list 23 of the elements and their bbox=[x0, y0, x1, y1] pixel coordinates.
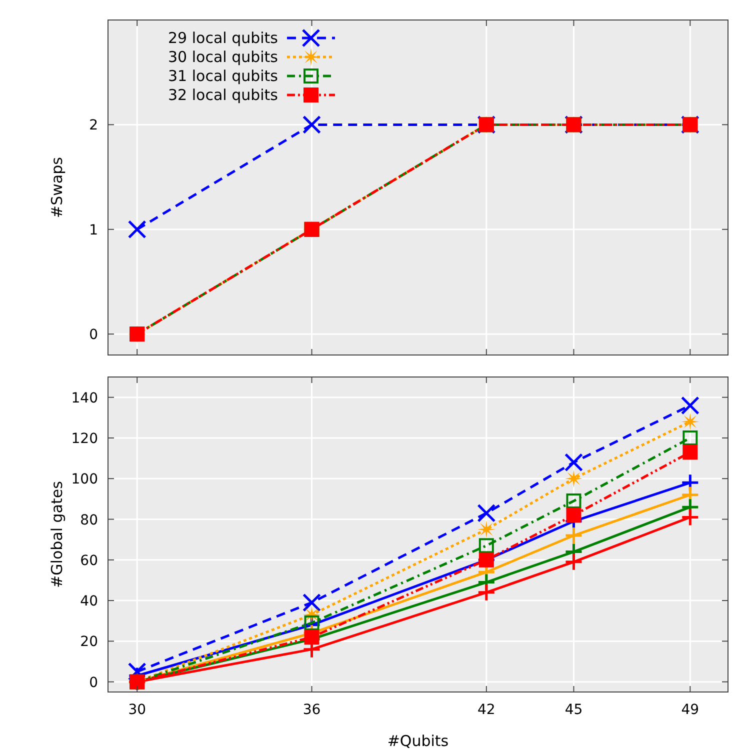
x-tick-label: 42 bbox=[477, 702, 496, 718]
y-tick-label: 40 bbox=[80, 594, 98, 610]
y-tick-label: 1 bbox=[89, 222, 98, 238]
y-axis-title: #Swaps bbox=[48, 156, 66, 218]
x-tick-label: 30 bbox=[128, 702, 146, 718]
x-tick-label: 49 bbox=[681, 702, 700, 718]
y-tick-label: 20 bbox=[80, 634, 98, 650]
legend-label: 29 local qubits bbox=[168, 29, 278, 47]
y-tick-label: 80 bbox=[80, 512, 98, 528]
legend-label: 30 local qubits bbox=[168, 48, 278, 66]
y-tick-label: 0 bbox=[89, 327, 98, 344]
y-tick-label: 100 bbox=[71, 472, 98, 488]
y-tick-label: 0 bbox=[89, 674, 98, 691]
y-axis-title: #Global gates bbox=[48, 480, 66, 588]
legend-label: 32 local qubits bbox=[168, 86, 278, 104]
y-tick-label: 140 bbox=[71, 390, 98, 406]
y-tick-label: 120 bbox=[71, 430, 98, 447]
y-tick-label: 2 bbox=[89, 118, 98, 134]
x-axis-title: #Qubits bbox=[387, 732, 449, 750]
y-tick-label: 60 bbox=[80, 552, 98, 569]
legend-label: 31 local qubits bbox=[168, 67, 278, 85]
x-tick-label: 45 bbox=[564, 702, 583, 718]
x-tick-label: 36 bbox=[302, 702, 321, 718]
